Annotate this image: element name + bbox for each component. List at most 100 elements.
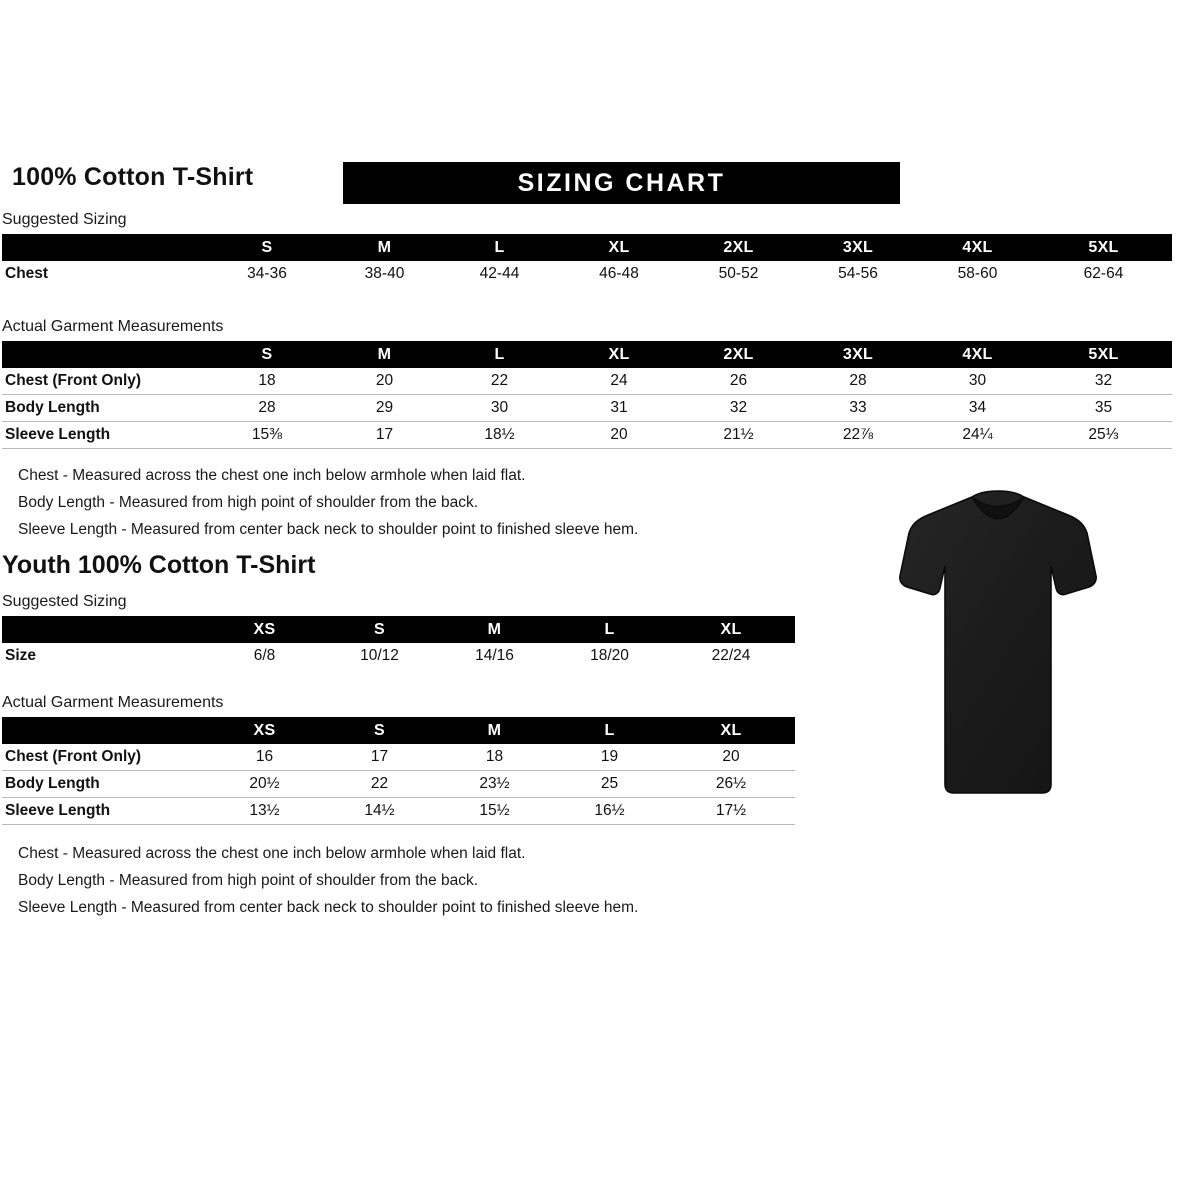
cell-sleevelength-2xl: 21½ [681, 421, 796, 449]
note-body-length: Body Length - Measured from high point o… [18, 872, 479, 889]
col-head-xs: XS [207, 616, 322, 643]
row-label-body-length: Body Length [2, 394, 207, 422]
adult-suggested-sizing-table: S M L XL 2XL 3XL 4XL 5XL Chest 34-36 38-… [2, 234, 1172, 287]
col-head-4xl: 4XL [920, 234, 1035, 261]
cell-sleevelength-s: 14½ [322, 797, 437, 825]
table-row: Chest 34-36 38-40 42-44 46-48 50-52 54-5… [2, 261, 1172, 287]
cell-chestfront-s: 18 [258, 372, 276, 389]
adult-actual-measurements-caption: Actual Garment Measurements [2, 318, 224, 335]
cell-chestfront-xl: 20 [722, 748, 740, 765]
cell-bodylength-xl: 31 [557, 394, 681, 422]
cell-chestfront-l: 22 [490, 372, 509, 389]
cell-bodylength-s: 28 [207, 394, 327, 422]
col-head-3xl: 3XL [796, 341, 920, 368]
col-head-m: M [437, 616, 552, 643]
col-head-xl: XL [557, 234, 681, 261]
col-head-s: S [207, 341, 327, 368]
cell-chestfront-3xl: 28 [849, 372, 867, 389]
col-head-label [2, 234, 207, 261]
cell-size-m: 14/16 [475, 647, 514, 664]
col-head-label [2, 616, 207, 643]
col-head-label [2, 341, 207, 368]
row-label-chest-front-only: Chest (Front Only) [5, 372, 142, 389]
cell-sleevelength-s: 15⅜ [207, 421, 327, 449]
col-head-2xl: 2XL [681, 341, 796, 368]
cell-chest-3xl: 54-56 [838, 265, 878, 282]
cell-chestfront-m: 18 [485, 748, 504, 765]
col-head-s: S [322, 717, 437, 744]
cell-chest-2xl: 50-52 [718, 265, 759, 282]
row-label-size: Size [5, 647, 37, 664]
youth-measurement-notes: Chest - Measured across the chest one in… [18, 840, 638, 921]
cell-chestfront-xl: 24 [610, 372, 628, 389]
table-row: Body Length 20½ 22 23½ 25 26½ [2, 770, 795, 798]
col-head-5xl: 5XL [1035, 341, 1172, 368]
col-head-xl: XL [557, 341, 681, 368]
black-tshirt-photo [898, 488, 1098, 800]
note-body-length: Body Length - Measured from high point o… [18, 494, 479, 511]
row-label-sleeve-length: Sleeve Length [2, 421, 207, 449]
cell-sleevelength-5xl: 25⅓ [1035, 421, 1172, 449]
cell-size-xl: 22/24 [711, 647, 751, 664]
col-head-s: S [322, 616, 437, 643]
cell-bodylength-5xl: 35 [1035, 394, 1172, 422]
col-head-4xl: 4XL [920, 341, 1035, 368]
cell-sleevelength-xl: 20 [557, 421, 681, 449]
cell-bodylength-xl: 26½ [667, 770, 795, 798]
table-header-row: S M L XL 2XL 3XL 4XL 5XL [2, 234, 1172, 261]
col-head-m: M [327, 234, 442, 261]
adult-measurement-notes: Chest - Measured across the chest one in… [18, 462, 638, 543]
adult-actual-measurements-table: S M L XL 2XL 3XL 4XL 5XL Chest (Front On… [2, 341, 1172, 449]
note-chest: Chest - Measured across the chest one in… [18, 845, 526, 862]
cell-size-l: 18/20 [590, 647, 629, 664]
col-head-label [2, 717, 207, 744]
col-head-2xl: 2XL [681, 234, 796, 261]
cell-chestfront-l: 19 [600, 748, 619, 765]
cell-sleevelength-4xl: 24¼ [920, 421, 1035, 449]
cell-chestfront-m: 20 [375, 372, 394, 389]
table-row: Size 6/8 10/12 14/16 18/20 22/24 [2, 643, 795, 669]
cell-bodylength-4xl: 34 [920, 394, 1035, 422]
cell-bodylength-3xl: 33 [796, 394, 920, 422]
cell-size-s: 10/12 [360, 647, 399, 664]
cell-chestfront-2xl: 26 [729, 372, 748, 389]
col-head-xs: XS [207, 717, 322, 744]
row-label-body-length: Body Length [2, 770, 207, 798]
cell-bodylength-m: 23½ [437, 770, 552, 798]
adult-suggested-sizing-caption: Suggested Sizing [2, 211, 127, 228]
cell-chest-m: 38-40 [364, 265, 405, 282]
cell-sleevelength-xs: 13½ [207, 797, 322, 825]
youth-suggested-sizing-table: XS S M L XL Size 6/8 10/12 14/16 18/20 2… [2, 616, 795, 669]
youth-suggested-sizing-caption: Suggested Sizing [2, 593, 127, 610]
cell-chestfront-5xl: 32 [1094, 372, 1113, 389]
table-header-row: XS S M L XL [2, 616, 795, 643]
row-label-sleeve-length: Sleeve Length [2, 797, 207, 825]
cell-sleevelength-l: 16½ [552, 797, 667, 825]
cell-sleevelength-xl: 17½ [667, 797, 795, 825]
note-chest: Chest - Measured across the chest one in… [18, 467, 526, 484]
cell-sleevelength-m: 15½ [437, 797, 552, 825]
col-head-5xl: 5XL [1035, 234, 1172, 261]
table-row: Sleeve Length 15⅜ 17 18½ 20 21½ 22⅞ 24¼ … [2, 421, 1172, 449]
cell-sleevelength-l: 18½ [442, 421, 557, 449]
cell-chest-4xl: 58-60 [957, 265, 998, 282]
cell-bodylength-l: 25 [552, 770, 667, 798]
tshirt-icon [899, 490, 1097, 794]
cell-chest-l: 42-44 [479, 265, 520, 282]
sizing-chart-banner-label: SIZING CHART [517, 169, 726, 197]
header-row: 100% Cotton T-Shirt SIZING CHART [12, 162, 1188, 205]
col-head-m: M [437, 717, 552, 744]
col-head-3xl: 3XL [796, 234, 920, 261]
col-head-m: M [327, 341, 442, 368]
cell-chestfront-xs: 16 [255, 748, 274, 765]
youth-actual-measurements-table: XS S M L XL Chest (Front Only) 16 17 18 … [2, 717, 795, 825]
col-head-xl: XL [667, 616, 795, 643]
table-row: Sleeve Length 13½ 14½ 15½ 16½ 17½ [2, 797, 795, 825]
cell-chestfront-4xl: 30 [968, 372, 987, 389]
row-label-chest: Chest [5, 265, 49, 282]
youth-actual-measurements-caption: Actual Garment Measurements [2, 694, 224, 711]
note-sleeve-length: Sleeve Length - Measured from center bac… [18, 521, 639, 538]
table-row: Chest (Front Only) 18 20 22 24 26 28 30 … [2, 368, 1172, 395]
youth-product-title: Youth 100% Cotton T-Shirt [2, 551, 316, 579]
cell-bodylength-xs: 20½ [207, 770, 322, 798]
